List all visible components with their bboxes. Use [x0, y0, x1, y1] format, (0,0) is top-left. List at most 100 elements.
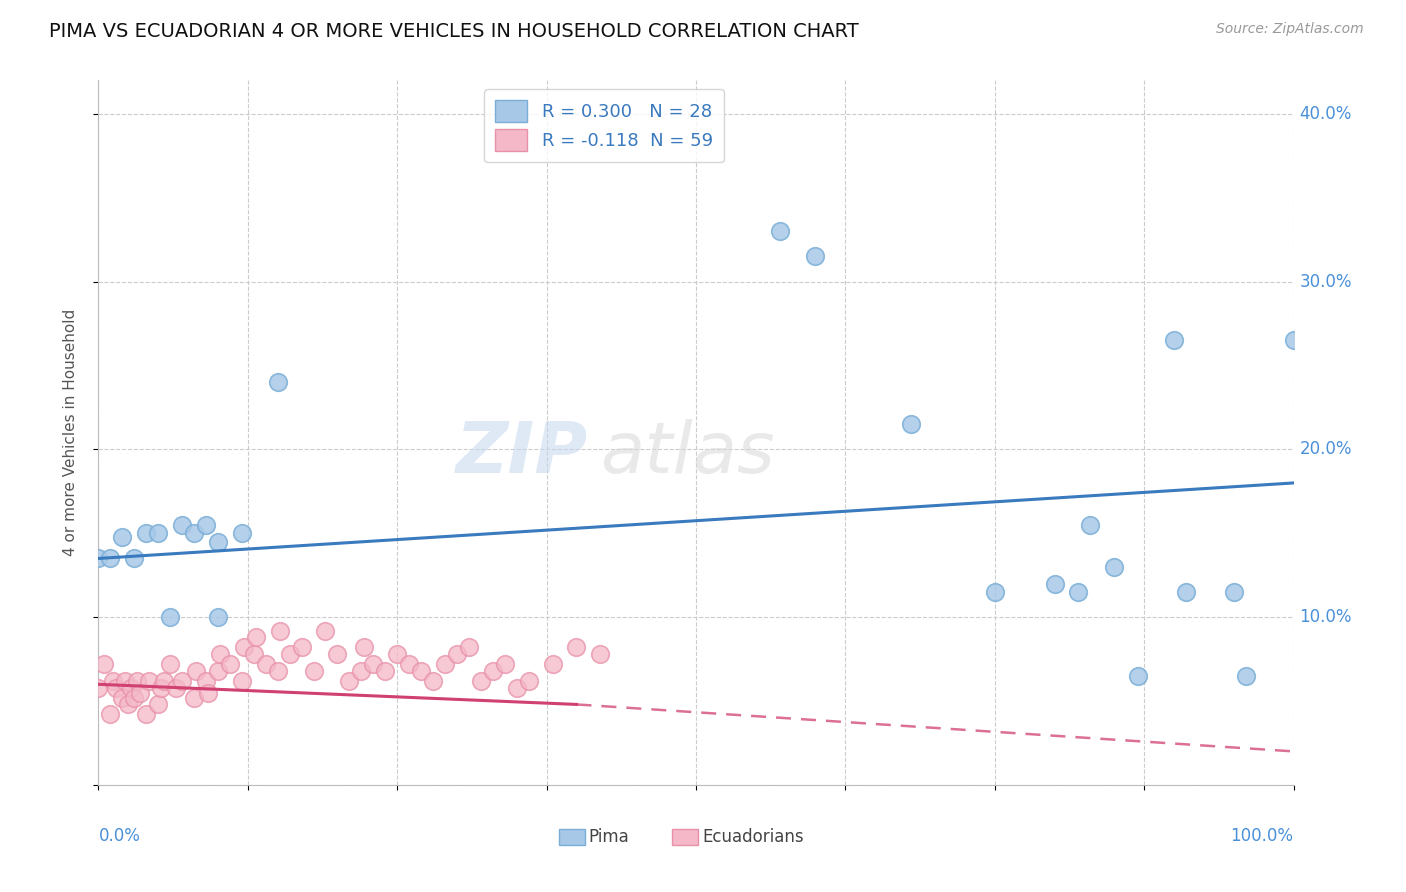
Point — [374, 664, 396, 678]
Point — [231, 526, 253, 541]
Point — [363, 657, 385, 672]
Point — [114, 673, 136, 688]
FancyBboxPatch shape — [672, 830, 699, 845]
Point — [291, 640, 314, 655]
Point — [172, 673, 194, 688]
Point — [125, 673, 148, 688]
Point — [117, 698, 139, 712]
Point — [1234, 669, 1257, 683]
Point — [207, 664, 229, 678]
Point — [589, 647, 612, 661]
Text: 40.0%: 40.0% — [1299, 105, 1353, 123]
Point — [458, 640, 481, 655]
Text: 10.0%: 10.0% — [1299, 608, 1353, 626]
Point — [124, 690, 146, 705]
Point — [267, 376, 290, 390]
Point — [207, 534, 229, 549]
Point — [153, 673, 176, 688]
Point — [195, 673, 218, 688]
Point — [233, 640, 256, 655]
Point — [541, 657, 564, 672]
Point — [101, 673, 124, 688]
Point — [165, 681, 187, 695]
Point — [385, 647, 409, 661]
Point — [209, 647, 232, 661]
Text: atlas: atlas — [600, 419, 775, 488]
Point — [124, 551, 146, 566]
Point — [197, 686, 219, 700]
Text: 30.0%: 30.0% — [1299, 273, 1353, 291]
Point — [120, 681, 142, 695]
Point — [148, 698, 170, 712]
Text: Ecuadorians: Ecuadorians — [702, 828, 804, 847]
Point — [1080, 517, 1102, 532]
Point — [1175, 585, 1198, 599]
Text: Source: ZipAtlas.com: Source: ZipAtlas.com — [1216, 22, 1364, 37]
Point — [1104, 559, 1126, 574]
Point — [183, 690, 205, 705]
FancyBboxPatch shape — [558, 830, 585, 845]
Point — [129, 686, 152, 700]
Text: Pima: Pima — [589, 828, 628, 847]
Point — [207, 610, 229, 624]
Point — [517, 673, 540, 688]
Point — [111, 530, 134, 544]
Point — [254, 657, 277, 672]
Point — [565, 640, 588, 655]
Text: ZIP: ZIP — [456, 419, 589, 488]
Point — [183, 526, 205, 541]
Point — [315, 624, 337, 638]
Point — [267, 664, 290, 678]
Text: 0.0%: 0.0% — [98, 827, 141, 846]
Point — [1128, 669, 1150, 683]
Point — [93, 657, 115, 672]
Point — [506, 681, 529, 695]
Point — [1223, 585, 1246, 599]
Point — [470, 673, 492, 688]
Point — [135, 526, 157, 541]
Point — [105, 681, 128, 695]
Point — [135, 707, 157, 722]
Point — [219, 657, 242, 672]
Text: 100.0%: 100.0% — [1230, 827, 1294, 846]
Point — [87, 551, 110, 566]
Point — [269, 624, 291, 638]
Point — [278, 647, 301, 661]
Point — [326, 647, 349, 661]
Point — [422, 673, 444, 688]
Point — [159, 610, 181, 624]
Point — [1282, 334, 1305, 348]
Point — [172, 517, 194, 532]
Point — [1067, 585, 1090, 599]
Point — [398, 657, 420, 672]
Point — [148, 526, 170, 541]
Point — [138, 673, 160, 688]
Point — [245, 630, 267, 644]
Point — [195, 517, 218, 532]
Point — [87, 681, 110, 695]
Legend: R = 0.300   N = 28, R = -0.118  N = 59: R = 0.300 N = 28, R = -0.118 N = 59 — [484, 89, 724, 162]
Point — [231, 673, 253, 688]
Point — [446, 647, 468, 661]
Point — [481, 664, 505, 678]
Point — [900, 417, 922, 432]
Point — [768, 224, 790, 238]
Point — [411, 664, 433, 678]
Point — [149, 681, 172, 695]
Point — [159, 657, 181, 672]
Point — [243, 647, 266, 661]
Point — [804, 250, 827, 264]
Point — [1043, 576, 1066, 591]
Point — [111, 690, 134, 705]
Point — [98, 551, 122, 566]
Text: PIMA VS ECUADORIAN 4 OR MORE VEHICLES IN HOUSEHOLD CORRELATION CHART: PIMA VS ECUADORIAN 4 OR MORE VEHICLES IN… — [49, 22, 859, 41]
Text: 20.0%: 20.0% — [1299, 441, 1353, 458]
Y-axis label: 4 or more Vehicles in Household: 4 or more Vehicles in Household — [63, 309, 77, 557]
Point — [339, 673, 361, 688]
Point — [984, 585, 1007, 599]
Point — [98, 707, 122, 722]
Point — [302, 664, 325, 678]
Point — [353, 640, 375, 655]
Point — [434, 657, 457, 672]
Point — [1163, 334, 1185, 348]
